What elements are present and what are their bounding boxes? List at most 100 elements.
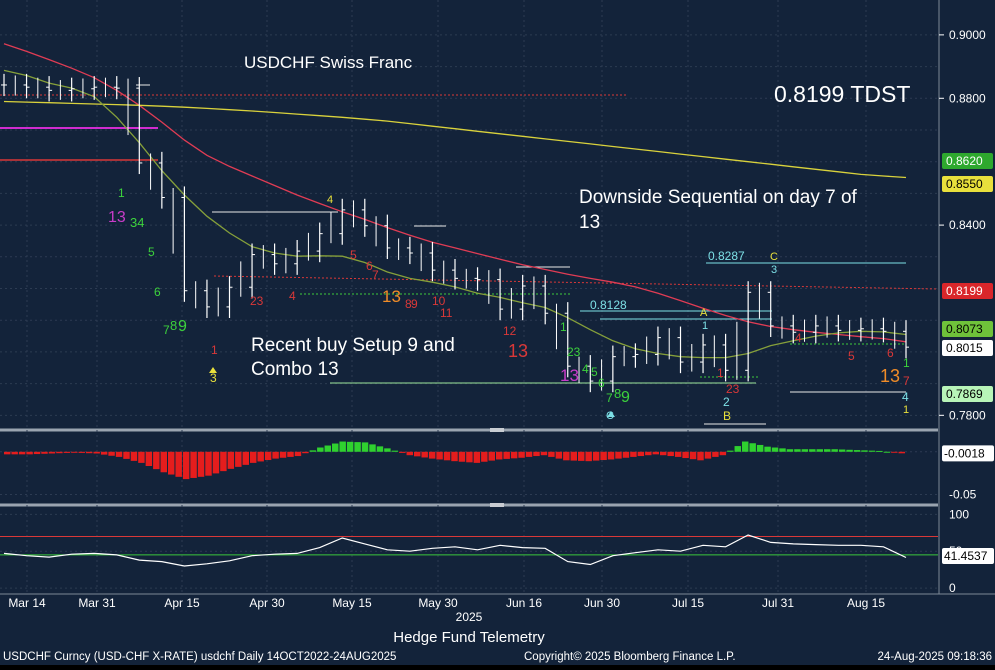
- x-tick-label: Apr 15: [164, 596, 200, 610]
- macd-bar: [205, 451, 212, 476]
- x-tick-label: Aug 15: [847, 596, 885, 610]
- macd-bar: [11, 451, 18, 455]
- macd-bar: [443, 451, 451, 461]
- macd-bar: [704, 451, 712, 459]
- macd-bar: [115, 451, 123, 457]
- macd-bar: [876, 450, 883, 452]
- macd-bar: [794, 449, 801, 452]
- td-marker: 1: [118, 186, 125, 200]
- td-marker: 23: [567, 345, 581, 359]
- td-marker: 12: [503, 324, 517, 338]
- macd-bar: [578, 451, 585, 461]
- divider-grip[interactable]: [490, 503, 504, 507]
- price-panel: [0, 0, 938, 428]
- macd-value-tag-bg: [942, 445, 994, 462]
- macd-bar: [339, 441, 346, 452]
- td-marker: 8: [614, 386, 621, 401]
- macd-bar: [585, 451, 592, 462]
- x-tick-label: Apr 30: [249, 596, 285, 610]
- macd-bar: [421, 451, 428, 458]
- footer-copyright: Copyright© 2025 Bloomberg Finance L.P.: [524, 651, 736, 663]
- macd-bar: [481, 451, 488, 462]
- td-marker: 2: [723, 395, 730, 409]
- macd-bar: [458, 451, 466, 462]
- tdst-annotation: 0.8199 TDST: [774, 81, 910, 107]
- macd-bar: [317, 447, 324, 452]
- price-tick-label: 0.8800: [949, 91, 986, 105]
- macd-bar: [93, 451, 100, 454]
- rsi-tick-label: 100: [949, 507, 969, 521]
- macd-bar: [510, 451, 518, 459]
- td-marker: 34: [130, 215, 144, 230]
- td-marker: 8: [405, 297, 412, 311]
- td-marker: 1: [903, 404, 909, 416]
- level-label-0-8287: 0.8287: [708, 249, 745, 263]
- x-tick-label: May 15: [332, 596, 372, 610]
- td-marker: B: [723, 409, 731, 423]
- x-tick-label: Jun 16: [506, 596, 542, 610]
- value-tags: 0.8620 0.8550 0.8199 0.8073 0.8015 0.7869 -0.0…: [942, 153, 994, 564]
- td-marker: 6: [887, 346, 894, 360]
- macd-bar: [376, 446, 384, 452]
- macd-bar: [138, 451, 145, 463]
- x-tick-label: Jul 31: [762, 596, 794, 610]
- td-marker: 1: [717, 366, 724, 380]
- macd-bar: [749, 443, 756, 452]
- macd-bar: [555, 451, 563, 459]
- macd-bar: [56, 451, 63, 454]
- macd-bar: [414, 451, 421, 457]
- divider-grip[interactable]: [490, 428, 504, 432]
- td-marker: 3: [210, 371, 217, 385]
- td-marker: 7: [903, 374, 910, 388]
- macd-panel: [0, 433, 938, 503]
- value-tag: 0.8199: [946, 284, 983, 298]
- macd-bar: [771, 447, 779, 452]
- macd-bar: [197, 451, 205, 477]
- macd-bar: [689, 451, 697, 460]
- macd-bar: [861, 450, 868, 452]
- macd-bar: [563, 451, 570, 461]
- macd-bar: [175, 451, 182, 477]
- footer-title: Hedge Fund Telemetry: [393, 629, 545, 646]
- macd-bar: [220, 451, 227, 472]
- x-tick-label: Jun 30: [584, 596, 620, 610]
- td-marker: 10: [432, 294, 446, 308]
- macd-bar: [570, 451, 577, 461]
- macd-bar: [645, 451, 652, 456]
- price-tick-label: 0.7800: [949, 408, 986, 422]
- value-tag-bg: [942, 153, 993, 169]
- macd-tick-label: -0.05: [949, 487, 977, 501]
- td-marker: 4: [289, 289, 296, 303]
- macd-bar: [853, 450, 861, 452]
- value-tag: 0.8550: [946, 177, 983, 191]
- macd-bar: [801, 449, 809, 452]
- macd-bar: [473, 451, 481, 463]
- td-marker: 5: [350, 248, 357, 262]
- td-marker: 4: [582, 362, 589, 376]
- macd-bar: [622, 451, 630, 458]
- macd-bar: [428, 451, 436, 459]
- footer-timestamp: 24-Aug-2025 09:18:36: [878, 651, 992, 663]
- value-tag-bg: [942, 321, 993, 337]
- macd-bar: [503, 451, 510, 459]
- macd-bar: [540, 451, 548, 456]
- macd-bar: [548, 451, 555, 457]
- macd-bar: [190, 451, 197, 478]
- td-marker: 7: [606, 391, 613, 405]
- macd-bar: [346, 441, 354, 452]
- td-marker: 3: [771, 264, 777, 276]
- value-tag: 0.8073: [946, 322, 983, 336]
- macd-bar: [108, 451, 115, 456]
- macd-bar: [809, 449, 816, 452]
- arrow-up-icon: [607, 411, 615, 417]
- macd-bar: [242, 451, 249, 465]
- macd-bar: [719, 451, 727, 456]
- macd-bar: [324, 445, 331, 452]
- macd-bar: [264, 451, 272, 461]
- macd-bar: [332, 443, 339, 452]
- macd-bar: [272, 451, 279, 459]
- sequential-annotation-2: 13: [579, 212, 600, 233]
- macd-bar: [637, 451, 645, 457]
